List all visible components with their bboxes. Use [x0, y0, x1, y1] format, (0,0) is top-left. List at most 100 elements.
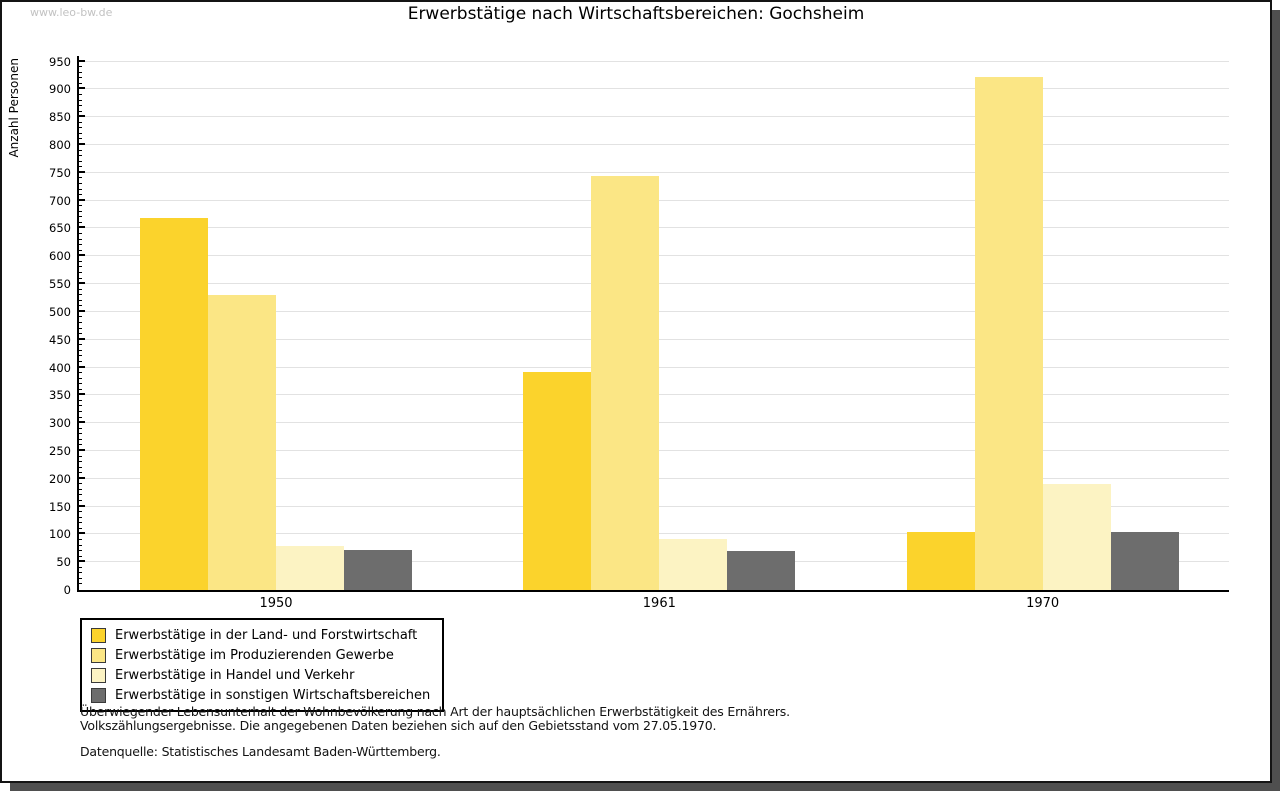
y-tick-minor: [79, 444, 82, 446]
y-tick-minor: [79, 344, 82, 346]
legend: Erwerbstätige in der Land- und Forstwirt…: [80, 618, 445, 712]
y-tick-major: [79, 198, 85, 201]
legend-swatch-3: [91, 667, 106, 683]
y-tick-minor: [79, 127, 82, 129]
y-tick-minor: [79, 566, 82, 568]
y-tick-minor: [79, 121, 82, 123]
y-tick-minor: [79, 233, 82, 234]
y-tick-minor: [79, 93, 82, 95]
y-tick-minor: [79, 244, 82, 246]
y-tick-major: [79, 143, 85, 145]
y-tick-label: 300: [49, 416, 71, 431]
bar-1961-series-1: [523, 371, 592, 590]
y-tick-minor: [79, 322, 82, 323]
legend-swatch-1: [91, 627, 106, 643]
bar-1970-series-3: [1042, 483, 1111, 590]
y-tick-minor: [79, 177, 82, 179]
y-tick-minor: [79, 216, 82, 218]
y-tick-minor: [79, 155, 82, 157]
y-tick-major: [79, 309, 85, 312]
y-tick-minor: [79, 372, 82, 374]
y-tick-minor: [79, 466, 82, 468]
y-tick-minor: [79, 166, 82, 168]
y-axis-title: Anzahl Personen: [7, 58, 21, 158]
bar-1950-series-3: [276, 545, 344, 590]
y-tick-label: 550: [49, 277, 71, 292]
y-tick-minor: [79, 488, 82, 490]
y-tick-label: 450: [49, 332, 71, 347]
y-tick-major: [79, 115, 85, 118]
y-tick-label: 100: [49, 527, 71, 542]
y-tick-minor: [79, 182, 82, 184]
y-tick-major: [79, 504, 85, 507]
bar-group-1961: [523, 175, 796, 590]
y-tick-major: [79, 532, 85, 535]
y-tick-minor: [79, 271, 82, 273]
bar-1950-series-2: [208, 295, 276, 590]
bar-1961-series-2: [591, 175, 660, 590]
y-tick-minor: [79, 71, 82, 73]
y-tick-minor: [79, 266, 82, 268]
y-tick-major: [79, 476, 85, 479]
y-tick-minor: [79, 461, 82, 463]
y-tick-minor: [79, 349, 82, 351]
y-tick-minor: [79, 438, 82, 440]
y-tick-minor: [79, 110, 82, 112]
y-tick-label: 600: [49, 249, 71, 264]
y-tick-minor: [79, 405, 82, 407]
y-tick-label: 50: [56, 555, 71, 570]
y-tick-minor: [79, 455, 82, 457]
y-tick-label: 800: [49, 138, 71, 152]
y-tick-label: 700: [49, 193, 71, 208]
legend-label-2: Erwerbstätige im Produzierenden Gewerbe: [115, 647, 394, 663]
y-tick-major: [79, 365, 85, 368]
y-tick-minor: [79, 583, 82, 585]
x-tick-label: 1970: [1026, 596, 1060, 611]
y-tick-minor: [79, 416, 82, 418]
y-tick-major: [79, 87, 85, 90]
bar-group-1970: [906, 77, 1179, 590]
y-tick-minor: [79, 427, 82, 429]
y-tick-major: [79, 560, 85, 563]
y-tick-minor: [79, 316, 82, 318]
y-tick-minor: [79, 388, 82, 390]
y-tick-minor: [79, 277, 82, 279]
legend-label-1: Erwerbstätige in der Land- und Forstwirt…: [115, 627, 418, 643]
y-tick-minor: [79, 516, 82, 518]
y-tick-label: 650: [49, 221, 71, 236]
legend-label-4: Erwerbstätige in sonstigen Wirtschaftsbe…: [115, 687, 431, 703]
footnote: Überwiegender Lebensunterhalt der Wohnbe…: [80, 705, 790, 759]
y-tick-label: 200: [49, 471, 71, 486]
page-title: Erwerbstätige nach Wirtschaftsbereichen:…: [407, 4, 865, 24]
y-tick-major: [79, 254, 85, 257]
y-tick-minor: [79, 472, 82, 474]
y-tick-minor: [79, 82, 82, 84]
y-tick-minor: [79, 149, 82, 151]
y-tick-minor: [79, 377, 82, 379]
y-tick-minor: [79, 99, 82, 101]
y-tick-label: 350: [49, 388, 71, 403]
footnote-line-1: Überwiegender Lebensunterhalt der Wohnbe…: [80, 704, 790, 719]
bar-1970-series-1: [906, 531, 975, 590]
y-tick-minor: [79, 500, 82, 501]
y-tick-minor: [79, 483, 82, 485]
y-tick-minor: [79, 66, 82, 68]
y-tick-major: [79, 421, 85, 424]
bar-1950-series-4: [344, 549, 412, 590]
y-tick-label: 950: [49, 54, 71, 69]
y-tick-minor: [79, 538, 82, 540]
y-tick-minor: [79, 294, 82, 296]
y-tick-minor: [79, 160, 82, 162]
y-tick-minor: [79, 494, 82, 496]
y-tick-label: 900: [49, 82, 71, 97]
y-tick-label: 150: [49, 499, 71, 514]
footnote-line-2: Volkszählungsergebnisse. Die angegebenen…: [80, 717, 717, 733]
frame-shadow-right: [1272, 10, 1280, 791]
y-tick-minor: [79, 572, 82, 574]
y-tick-minor: [79, 577, 82, 579]
y-tick-major: [79, 226, 85, 229]
bar-1970-series-2: [974, 77, 1043, 590]
plot-area: 0 50 100 150 200 250 300 350 400 450 500 550 600 650 7…: [49, 55, 1229, 611]
y-tick-minor: [79, 333, 82, 335]
x-tick-label: 1961: [642, 596, 676, 611]
